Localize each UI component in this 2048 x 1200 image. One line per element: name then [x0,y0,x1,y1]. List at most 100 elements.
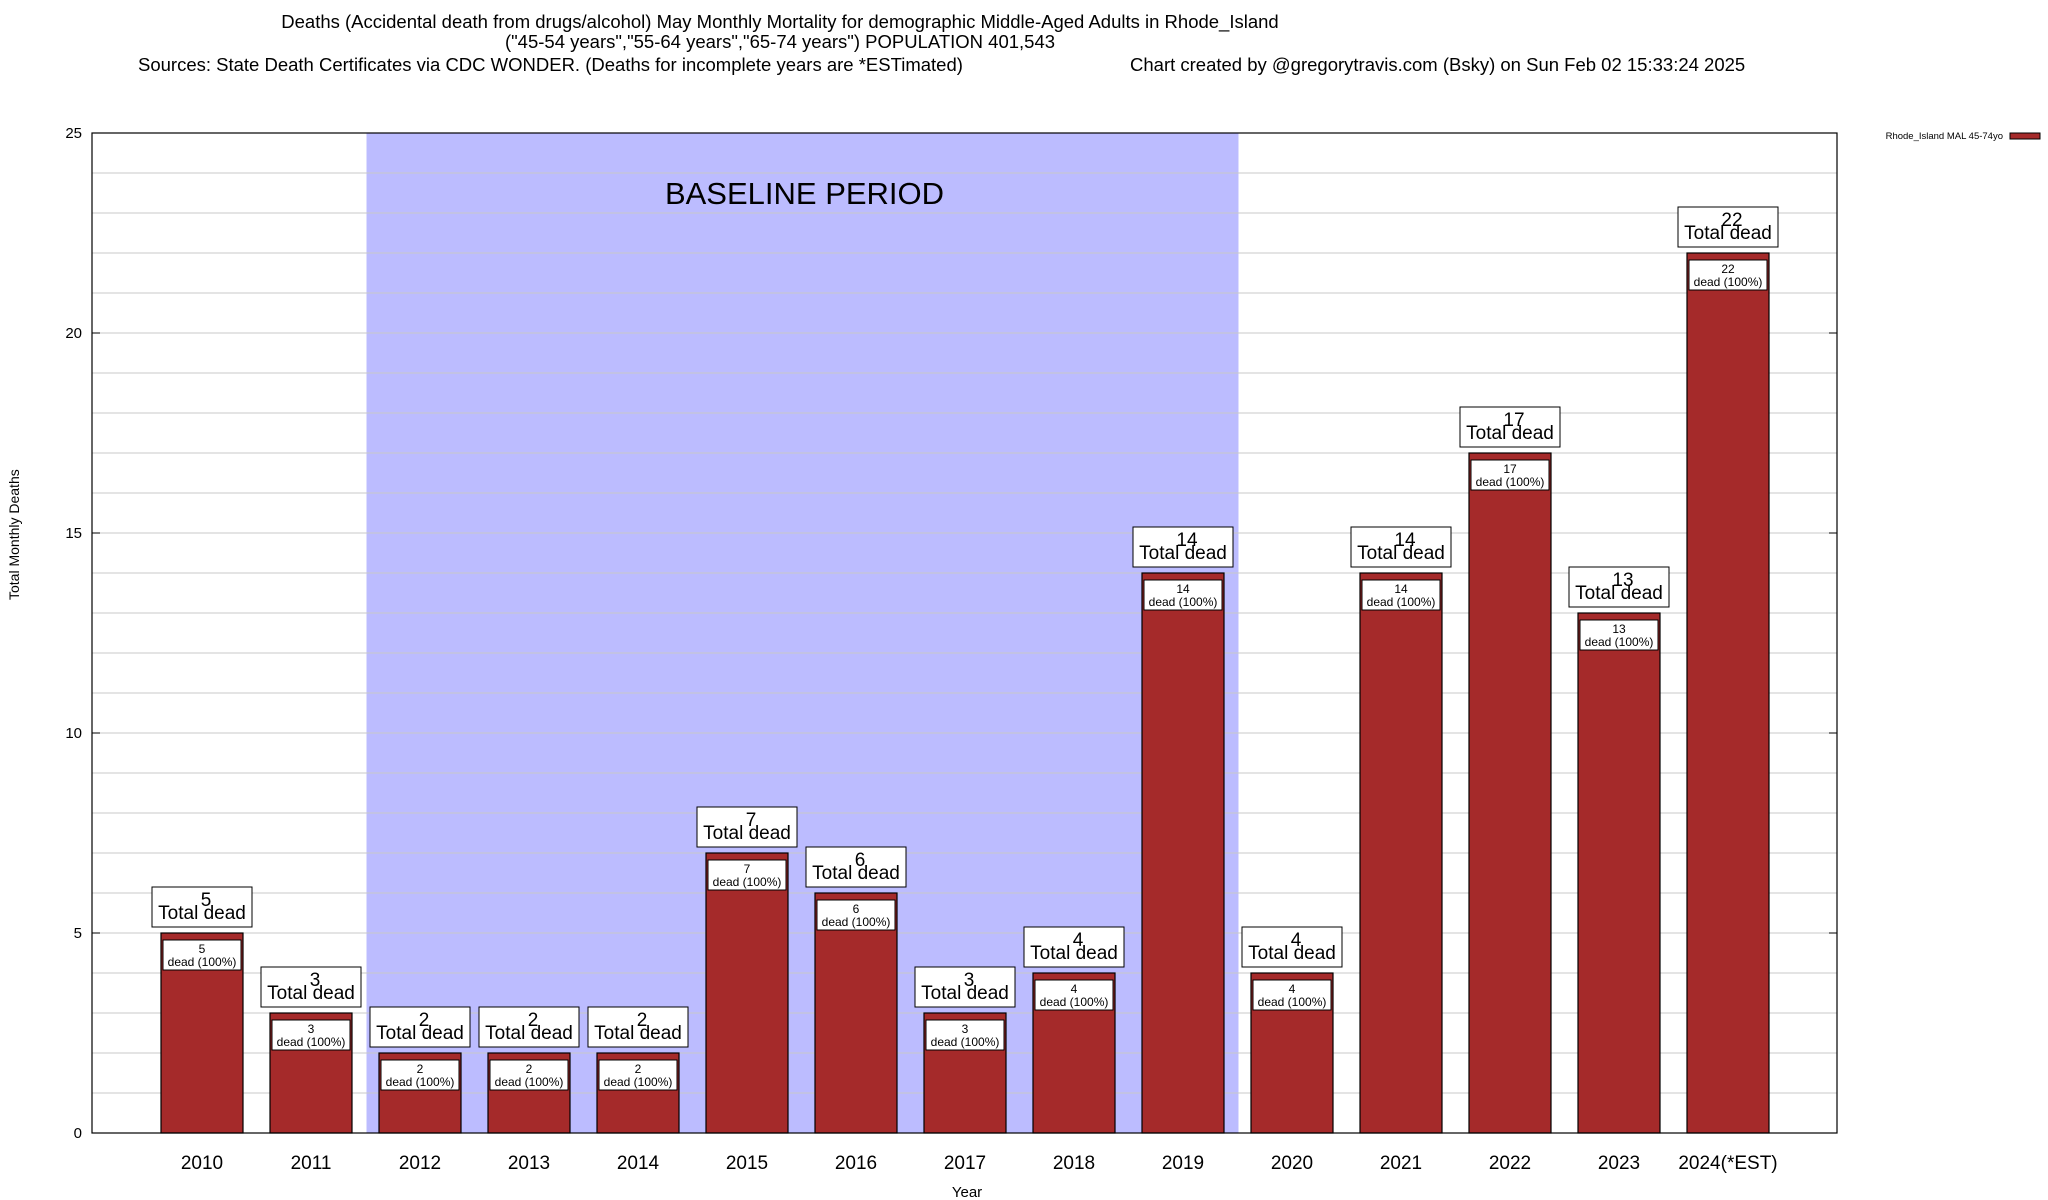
bar-inner-label-box [162,939,242,971]
bar-total-label-box [151,886,253,928]
x-tick-label: 2018 [1053,1153,1095,1174]
bar-total-label-box [1132,526,1234,568]
bar-inner-percent: dead (100%) [1040,995,1109,1009]
chart-title-line-2: ("45-54 years","55-64 years","65-74 year… [504,31,1056,52]
bar-inner-count: 3 [308,1022,315,1036]
bar-total-value: 6 [855,850,866,871]
bar-total-text: Total dead [158,903,246,924]
plot-border [91,132,1838,1134]
bar-total-value: 2 [528,1010,539,1031]
x-tick-label: 2023 [1598,1153,1640,1174]
bar-total-label-box [696,806,798,848]
bar [1686,252,1770,1134]
bar-total-text: Total dead [1139,543,1227,564]
bar-total-value: 7 [746,810,757,831]
bar-inner-count: 2 [417,1062,424,1076]
bar-inner-label-box [1361,579,1441,611]
bar-total-label-box [1568,566,1670,608]
bar-inner-percent: dead (100%) [1585,635,1654,649]
bar-total-value: 2 [419,1010,430,1031]
bar-total-label-box [1677,206,1779,248]
bar-total-value: 3 [964,970,975,991]
bar-inner-count: 3 [962,1022,969,1036]
bar-total-text: Total dead [703,823,791,844]
bar-inner-label-box [1579,619,1659,651]
x-tick-label: 2022 [1489,1153,1531,1174]
y-tick-label: 15 [65,525,82,542]
bar-total-label-box [369,1006,471,1048]
bar-inner-percent: dead (100%) [931,1035,1000,1049]
bar-inner-count: 2 [526,1062,533,1076]
bar-total-text: Total dead [1466,423,1554,444]
bar-total-text: Total dead [1575,583,1663,604]
bar-inner-count: 13 [1612,622,1626,636]
bar-inner-label-box [1252,979,1332,1011]
bar-inner-count: 2 [635,1062,642,1076]
y-tick-label: 0 [74,1125,82,1142]
bar-total-text: Total dead [1684,223,1772,244]
bar-total-label-box [260,966,362,1008]
bar-total-label-box [1350,526,1452,568]
bar [814,892,898,1134]
bar-total-value: 5 [201,890,212,911]
bar-total-text: Total dead [921,983,1009,1004]
bar-total-text: Total dead [594,1023,682,1044]
bar [1577,612,1661,1134]
bar [1468,452,1552,1134]
x-tick-label: 2014 [617,1153,660,1174]
bar-total-value: 4 [1291,930,1302,951]
bar-inner-count: 4 [1071,982,1078,996]
bar-total-value: 3 [310,970,321,991]
bar-total-value: 17 [1503,410,1524,431]
bar-total-label-box [1241,926,1343,968]
y-tick-label: 25 [65,125,82,142]
bar-inner-count: 6 [853,902,860,916]
x-tick-label: 2012 [399,1153,441,1174]
x-tick-label: 2020 [1271,1153,1313,1174]
bar-inner-label-box [925,1019,1005,1051]
chart-title: Deaths (Accidental death from drugs/alco… [0,12,1560,52]
bar-total-text: Total dead [267,983,355,1004]
bar-total-value: 2 [637,1010,648,1031]
bar-total-label-box [587,1006,689,1048]
bar-inner-percent: dead (100%) [1476,475,1545,489]
bar-total-label-box [914,966,1016,1008]
bar-inner-percent: dead (100%) [822,915,891,929]
bar-inner-label-box [598,1059,678,1091]
bar-inner-label-box [707,859,787,891]
bar-inner-count: 14 [1176,582,1190,596]
bar-inner-count: 7 [744,862,751,876]
bar-inner-percent: dead (100%) [495,1075,564,1089]
bar-inner-label-box [489,1059,569,1091]
bar-inner-percent: dead (100%) [168,955,237,969]
x-axis-label: Year [952,1184,982,1200]
bar-inner-percent: dead (100%) [386,1075,455,1089]
bar-inner-label-box [816,899,896,931]
bar-inner-percent: dead (100%) [1694,275,1763,289]
bar-inner-label-box [380,1059,460,1091]
x-tick-label: 2013 [508,1153,550,1174]
baseline-period-label: BASELINE PERIOD [665,176,944,211]
bar-total-label-box [805,846,907,888]
chart-credit: Chart created by @gregorytravis.com (Bsk… [1130,54,1746,75]
bar-inner-percent: dead (100%) [604,1075,673,1089]
bar-total-label-box [1459,406,1561,448]
y-tick-label: 20 [65,325,82,342]
x-tick-label: 2016 [835,1153,877,1174]
bar-inner-label-box [1470,459,1550,491]
bar-total-text: Total dead [1357,543,1445,564]
bar-inner-percent: dead (100%) [1367,595,1436,609]
bar-inner-label-box [1143,579,1223,611]
chart-title-line-1: Deaths (Accidental death from drugs/alco… [281,11,1279,32]
bar-inner-label-box [1034,979,1114,1011]
bar-inner-count: 22 [1721,262,1735,276]
y-tick-label: 10 [65,725,82,742]
bar-total-label-box [478,1006,580,1048]
legend-label: Rhode_Island MAL 45-74yo [1886,131,2003,142]
bar-total-value: 14 [1176,530,1198,551]
x-tick-label: 2010 [181,1153,223,1174]
bar-total-text: Total dead [376,1023,464,1044]
y-tick-label: 5 [74,925,82,942]
bar-total-text: Total dead [812,863,900,884]
bar-total-text: Total dead [1248,943,1336,964]
